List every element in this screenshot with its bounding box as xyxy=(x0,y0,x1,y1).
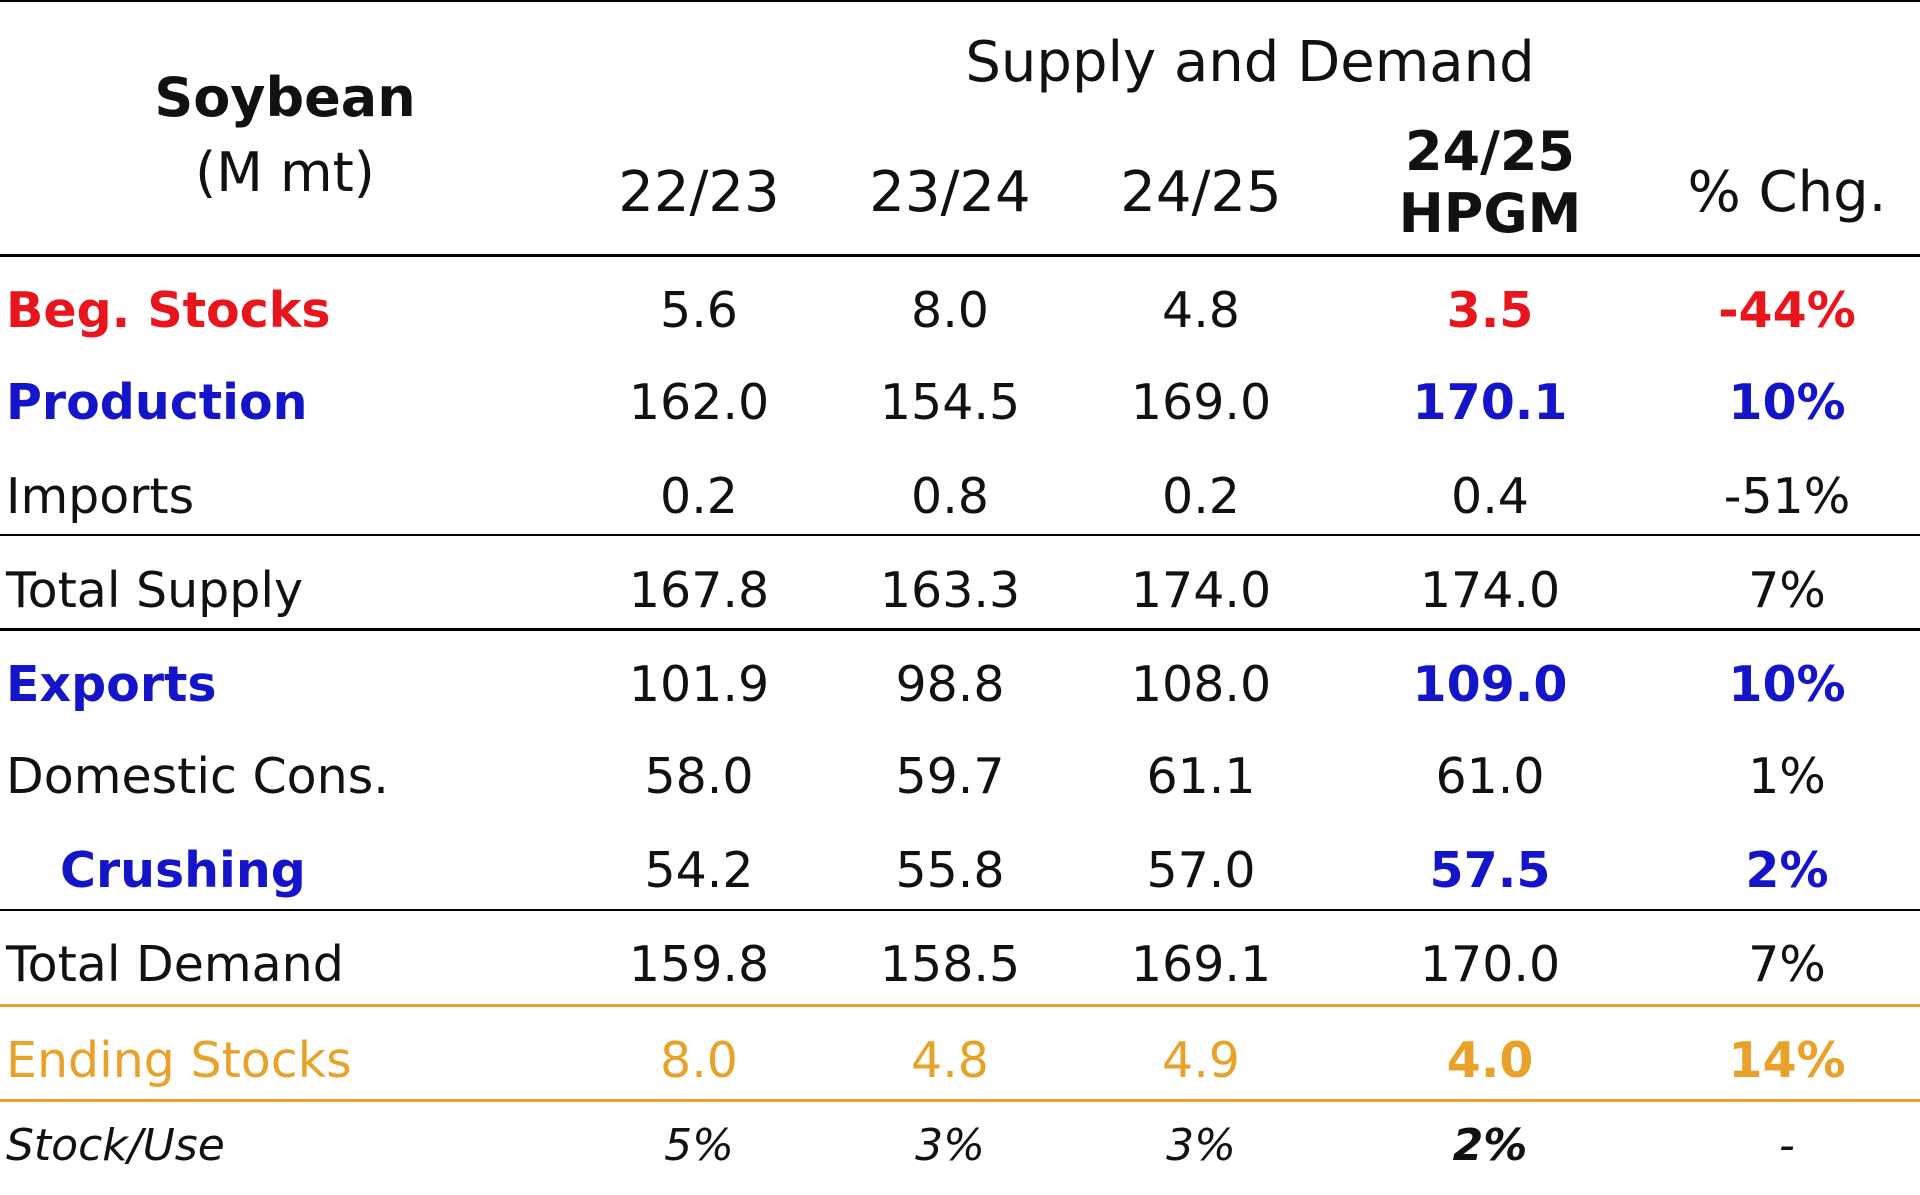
cell-production-22-23: 162.0 xyxy=(628,374,770,431)
cell-beg-stocks-22-23: 5.6 xyxy=(660,282,738,339)
cell-imports-hpgm: 0.4 xyxy=(1451,468,1529,525)
cell-crushing-22-23: 54.2 xyxy=(644,842,754,899)
cell-stock-use-23-24: 3% xyxy=(915,1120,985,1171)
column-header-pct-chg: % Chg. xyxy=(1687,160,1887,225)
group-header: Supply and Demand xyxy=(965,30,1535,95)
cell-total-demand-hpgm: 170.0 xyxy=(1419,936,1561,993)
cell-ending-stocks-hpgm: 4.0 xyxy=(1446,1032,1534,1089)
cell-crushing-24-25: 57.0 xyxy=(1146,842,1256,899)
cell-ending-stocks-23-24: 4.8 xyxy=(911,1032,989,1089)
cell-beg-stocks-pct: -44% xyxy=(1718,282,1856,339)
cell-imports-22-23: 0.2 xyxy=(660,468,738,525)
cell-total-demand-22-23: 159.8 xyxy=(628,936,770,993)
row-label-domestic-cons: Domestic Cons. xyxy=(6,748,389,805)
cell-domestic-cons-hpgm: 61.0 xyxy=(1435,748,1545,805)
top-border-line xyxy=(0,0,1920,2)
row-label-total-supply: Total Supply xyxy=(6,562,303,619)
cell-domestic-cons-23-24: 59.7 xyxy=(895,748,1005,805)
row-label-beg-stocks: Beg. Stocks xyxy=(6,282,331,339)
cell-domestic-cons-pct: 1% xyxy=(1748,748,1826,805)
cell-crushing-pct: 2% xyxy=(1745,842,1829,899)
cell-total-supply-pct: 7% xyxy=(1748,562,1826,619)
cell-beg-stocks-24-25: 4.8 xyxy=(1162,282,1240,339)
cell-exports-24-25: 108.0 xyxy=(1130,656,1272,713)
cell-total-demand-23-24: 158.5 xyxy=(879,936,1021,993)
cell-ending-stocks-22-23: 8.0 xyxy=(660,1032,738,1089)
cell-total-supply-22-23: 167.8 xyxy=(628,562,770,619)
cell-production-24-25: 169.0 xyxy=(1130,374,1272,431)
cell-stock-use-pct: - xyxy=(1779,1120,1795,1171)
cell-production-pct: 10% xyxy=(1728,374,1846,431)
column-header-23-24: 23/24 xyxy=(869,160,1031,225)
cell-imports-23-24: 0.8 xyxy=(911,468,989,525)
column-header-hpgm-line2: HPGM xyxy=(1398,182,1582,246)
cell-total-demand-24-25: 169.1 xyxy=(1130,936,1272,993)
row-label-exports: Exports xyxy=(6,656,217,713)
cell-imports-24-25: 0.2 xyxy=(1162,468,1240,525)
row-label-ending-stocks: Ending Stocks xyxy=(6,1032,352,1089)
cell-exports-23-24: 98.8 xyxy=(895,656,1005,713)
cell-crushing-hpgm: 57.5 xyxy=(1429,842,1551,899)
cell-ending-stocks-pct: 14% xyxy=(1728,1032,1846,1089)
cell-crushing-23-24: 55.8 xyxy=(895,842,1005,899)
cell-stock-use-24-25: 3% xyxy=(1166,1120,1236,1171)
cell-total-supply-24-25: 174.0 xyxy=(1130,562,1272,619)
divider-crushing-total-demand xyxy=(0,909,1920,911)
column-header-22-23: 22/23 xyxy=(618,160,780,225)
table-title: Soybean xyxy=(154,66,416,129)
column-header-24-25-hpgm: 24/25 HPGM xyxy=(1340,120,1640,246)
header-divider xyxy=(0,254,1920,257)
cell-exports-hpgm: 109.0 xyxy=(1412,656,1568,713)
row-label-production: Production xyxy=(6,374,308,431)
cell-beg-stocks-23-24: 8.0 xyxy=(911,282,989,339)
cell-total-demand-pct: 7% xyxy=(1748,936,1826,993)
column-header-hpgm-line1: 24/25 xyxy=(1404,120,1575,183)
cell-exports-pct: 10% xyxy=(1728,656,1846,713)
cell-domestic-cons-24-25: 61.1 xyxy=(1146,748,1256,805)
cell-ending-stocks-24-25: 4.9 xyxy=(1162,1032,1240,1089)
cell-beg-stocks-hpgm: 3.5 xyxy=(1446,282,1534,339)
row-label-total-demand: Total Demand xyxy=(6,936,344,993)
cell-total-supply-23-24: 163.3 xyxy=(879,562,1021,619)
divider-imports-total-supply xyxy=(0,534,1920,536)
cell-production-hpgm: 170.1 xyxy=(1412,374,1568,431)
cell-imports-pct: -51% xyxy=(1723,468,1851,525)
divider-ending-stocks-top xyxy=(0,1004,1920,1007)
cell-domestic-cons-22-23: 58.0 xyxy=(644,748,754,805)
cell-stock-use-hpgm: 2% xyxy=(1452,1120,1528,1171)
cell-production-23-24: 154.5 xyxy=(879,374,1021,431)
table-unit: (M mt) xyxy=(195,141,375,204)
cell-exports-22-23: 101.9 xyxy=(628,656,770,713)
row-label-imports: Imports xyxy=(6,468,195,525)
divider-ending-stocks-bottom xyxy=(0,1099,1920,1102)
column-header-24-25: 24/25 xyxy=(1120,160,1282,225)
row-label-crushing: Crushing xyxy=(60,842,306,899)
divider-supply-demand xyxy=(0,628,1920,631)
cell-total-supply-hpgm: 174.0 xyxy=(1419,562,1561,619)
row-label-stock-use: Stock/Use xyxy=(6,1120,225,1171)
cell-stock-use-22-23: 5% xyxy=(664,1120,734,1171)
